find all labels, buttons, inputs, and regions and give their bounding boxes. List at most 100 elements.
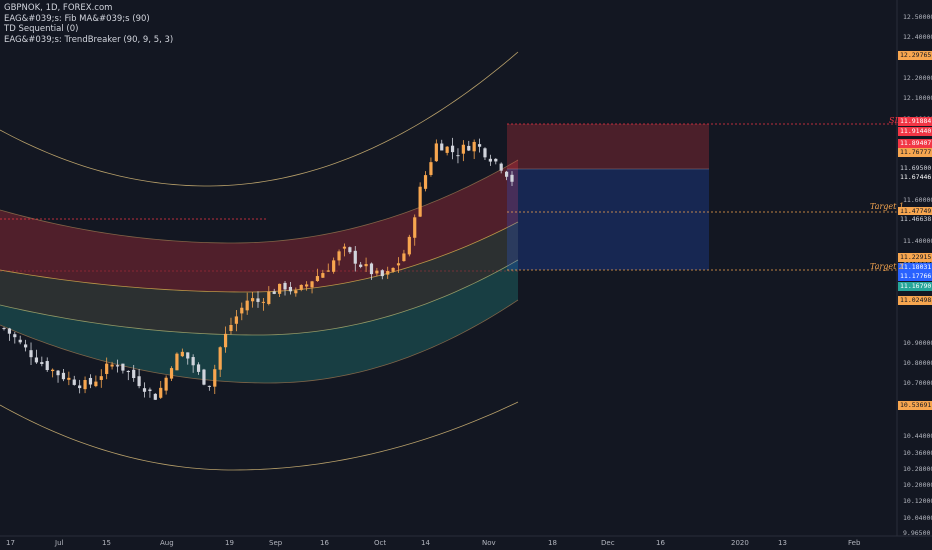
time-tick: Aug [160, 539, 174, 547]
legend-symbol[interactable]: GBPNOK, 1D, FOREX.com [4, 3, 113, 13]
price-tick: 10.44000 [903, 432, 932, 441]
candle-body [83, 380, 87, 390]
candle-body [29, 350, 33, 358]
candle-body [423, 175, 428, 189]
time-tick: Oct [374, 539, 387, 547]
candle-body [315, 276, 320, 282]
short-position-tool[interactable] [507, 123, 897, 271]
price-label: 11.76777 [898, 148, 932, 157]
time-tick: 14 [421, 539, 430, 547]
candle-body [132, 369, 136, 379]
candle-body [240, 307, 244, 314]
candle-body [429, 162, 433, 175]
candle-body [191, 357, 195, 366]
price-label: 11.22915 [898, 253, 932, 262]
legend-trendbreaker[interactable]: EAG&#039;s: TrendBreaker (90, 9, 5, 3) [4, 34, 174, 45]
price-label: 11.69500 [898, 164, 932, 173]
candle-body [445, 146, 449, 153]
price-tick: 10.04000 [903, 513, 932, 522]
price-tick: 12.50000 [903, 13, 932, 21]
candle-body [94, 381, 98, 387]
time-tick: Feb [848, 539, 861, 547]
candle-body [250, 298, 255, 302]
legend-td-sequential[interactable]: TD Sequential (0) [4, 24, 79, 34]
time-tick: 13 [778, 539, 787, 547]
candle-body [196, 364, 201, 372]
candle-body [202, 369, 206, 385]
band-line [0, 299, 519, 384]
chart-legend: GBPNOK, 1D, FOREX.com EAG&#039;s: Fib MA… [4, 3, 173, 45]
candle-body [169, 368, 174, 379]
price-label: 11.91440 [898, 127, 932, 136]
stop-zone [507, 124, 709, 169]
candle-body [245, 300, 249, 311]
candle-body [99, 376, 103, 380]
candle-body [456, 155, 460, 157]
candle-body [499, 163, 503, 171]
upper-envelope [0, 51, 519, 187]
candle-body [159, 387, 163, 398]
candle-body [483, 148, 487, 158]
legend-fib-ma[interactable]: EAG&#039;s: Fib MA&#039;s (90) [4, 13, 150, 24]
price-tick: 10.70000 [903, 379, 932, 388]
candle-body [283, 282, 287, 290]
candle-body [272, 291, 276, 294]
candle-body [256, 298, 260, 302]
price-label: 10.53691 [898, 401, 932, 410]
candle-body [110, 364, 114, 367]
candle-body [24, 344, 28, 348]
candle-body [261, 301, 266, 303]
candle-body [67, 377, 71, 380]
candle-body [18, 339, 22, 343]
candle-body [342, 246, 347, 249]
price-label: 11.91884 [898, 117, 932, 126]
candle-body [369, 263, 374, 275]
candle-body [2, 328, 6, 330]
candle-body [294, 290, 298, 294]
candle-body [504, 171, 509, 177]
candle-body [78, 385, 82, 389]
time-tick: Jul [55, 539, 64, 547]
candle-body [321, 273, 325, 278]
candle-body [391, 267, 395, 272]
time-tick: 19 [225, 539, 234, 547]
candle-body [472, 141, 476, 152]
time-tick: Dec [601, 539, 615, 547]
band-red-upper [0, 160, 518, 292]
candle-body [288, 286, 293, 292]
candles [2, 137, 514, 400]
price-label: 11.67446 [898, 173, 932, 182]
price-label: 11.47749 [898, 207, 932, 216]
candle-body [115, 365, 120, 367]
target2-label: Target 2 [870, 262, 905, 271]
candle-body [353, 250, 357, 264]
candle-body [142, 388, 147, 392]
time-tick: Sep [269, 539, 283, 547]
candle-body [223, 333, 228, 348]
candle-body [121, 363, 125, 371]
candle-body [51, 369, 55, 372]
candle-body [461, 144, 465, 154]
candle-body [440, 143, 444, 151]
candle-body [40, 362, 44, 364]
price-label: 11.18031 [898, 263, 932, 272]
candle-body [348, 247, 352, 253]
band-green-lower [0, 260, 518, 383]
price-tick: 10.36000 [903, 448, 932, 457]
lower-envelope [0, 401, 519, 471]
price-tick: 10.28000 [903, 464, 932, 473]
band-middle [0, 222, 518, 335]
candle-body [402, 253, 406, 262]
candle-body [229, 325, 233, 331]
candle-body [137, 376, 141, 387]
candle-body [359, 264, 363, 267]
price-tick: 10.90000 [903, 338, 932, 347]
price-tick: 11.60000 [903, 196, 932, 205]
candle-body [34, 357, 39, 363]
candle-body [56, 370, 60, 376]
candle-body [234, 316, 238, 324]
candle-body [88, 377, 93, 385]
price-tick: 12.40000 [903, 33, 932, 42]
time-tick: 16 [320, 539, 329, 547]
